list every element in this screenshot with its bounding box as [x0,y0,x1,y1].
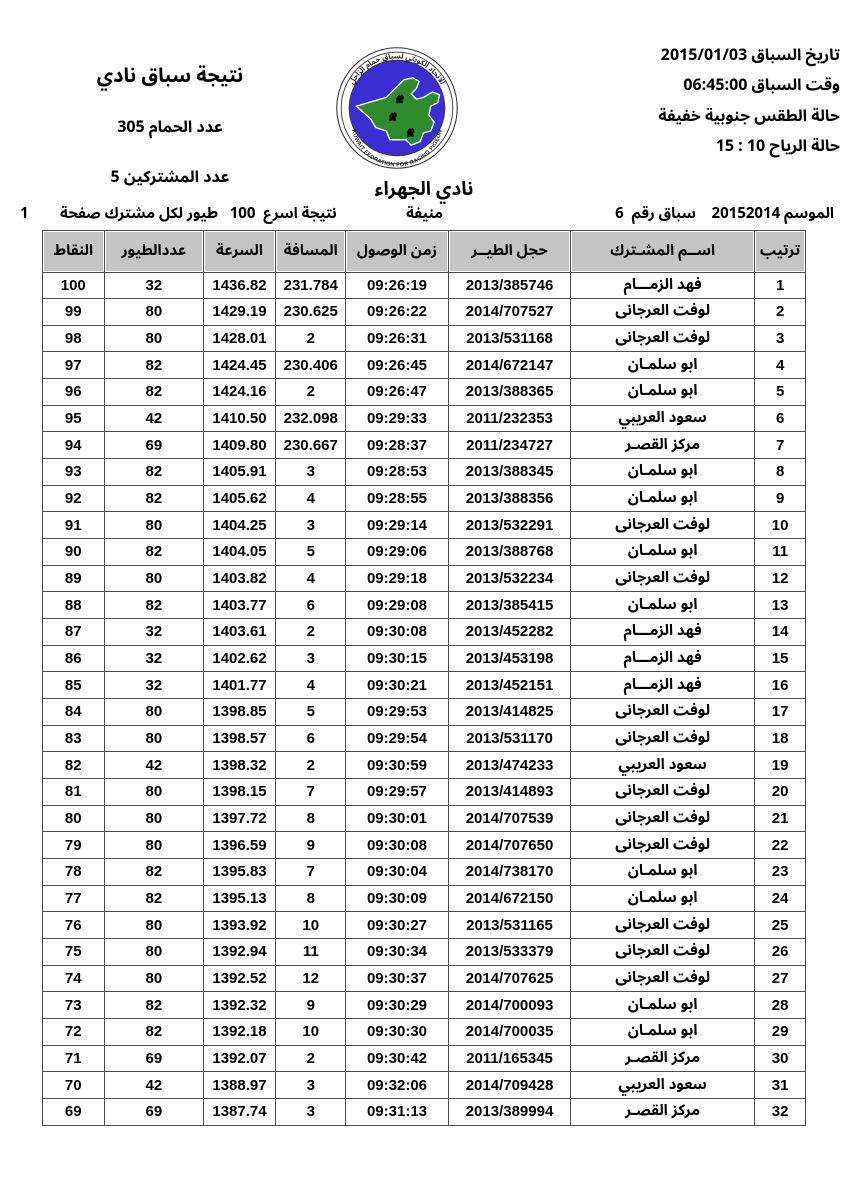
svg-text:KUWAIT FEDRATION FOR RACING PI: KUWAIT FEDRATION FOR RACING PIGEON [350,129,444,169]
svg-text:الاتحاد الكويتي لسباق حمام الز: الاتحاد الكويتي لسباق حمام الزاجل [345,49,449,88]
